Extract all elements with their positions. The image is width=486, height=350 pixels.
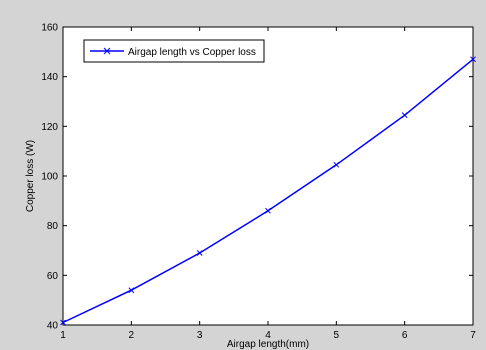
x-axis-ticks: 1 2 3 4 5 6 7 [60, 27, 476, 341]
x-tick-label: 5 [334, 330, 340, 341]
data-point [128, 287, 135, 294]
x-tick-label: 1 [60, 330, 66, 341]
x-tick-label: 3 [197, 330, 203, 341]
data-point [470, 56, 476, 63]
x-tick-label: 4 [265, 330, 271, 341]
y-axis-label: Copper loss (W) [25, 140, 36, 212]
data-point [401, 112, 408, 119]
y-tick-label: 80 [47, 221, 59, 232]
series-layer [60, 56, 476, 326]
y-tick-label: 120 [41, 122, 58, 133]
data-point [60, 319, 66, 326]
data-point [265, 207, 271, 214]
x-tick-label: 6 [402, 330, 408, 341]
legend-label: Airgap length vs Copper loss [128, 47, 256, 58]
y-tick-label: 160 [41, 23, 58, 34]
y-tick-label: 100 [41, 172, 58, 183]
plot-area [62, 26, 474, 326]
legend: Airgap length vs Copper loss [83, 39, 265, 63]
y-tick-label: 60 [47, 271, 59, 282]
y-tick-label: 140 [41, 72, 58, 83]
x-tick-label: 2 [129, 330, 135, 341]
y-tick-label: 40 [47, 321, 59, 332]
x-axis-label: Airgap length(mm) [227, 339, 309, 350]
y-axis-ticks: 40 60 80 100 120 140 160 [41, 23, 473, 332]
legend-marker [103, 47, 111, 55]
data-point [333, 161, 340, 168]
legend-box [83, 39, 265, 63]
x-tick-label: 7 [470, 330, 476, 341]
data-point [196, 250, 203, 256]
